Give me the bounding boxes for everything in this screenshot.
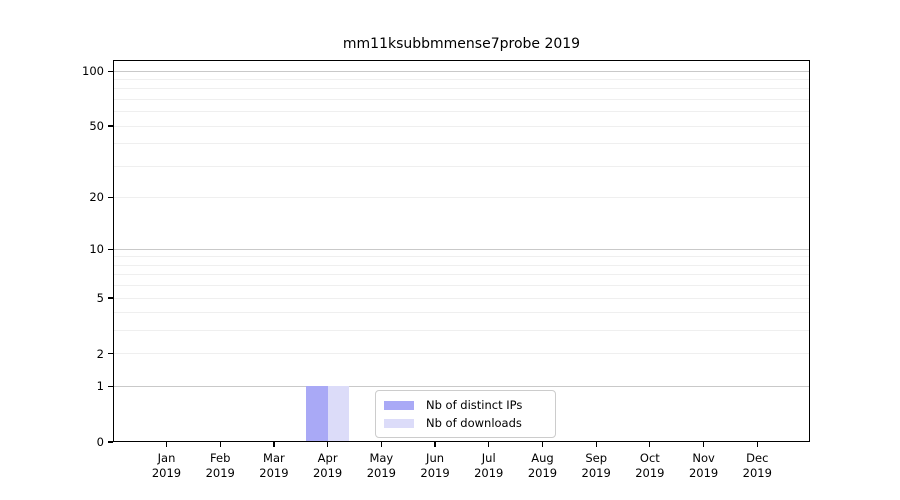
x-tick-label: Aug 2019 (510, 451, 574, 481)
y-tick-label: 0 (96, 435, 104, 449)
gridline-minor (113, 79, 810, 80)
gridline-minor (113, 274, 810, 276)
x-tick-label: Jan 2019 (135, 451, 199, 481)
gridline-minor (113, 285, 810, 287)
gridline-minor (113, 143, 810, 145)
gridline-minor (113, 330, 810, 332)
gridline-minor (113, 312, 810, 314)
x-tick-month: Dec (746, 451, 769, 465)
x-tick-mark (165, 442, 168, 447)
gridline-minor (113, 98, 810, 100)
legend-label-downloads: Nb of downloads (426, 416, 522, 430)
gridline-major (113, 70, 810, 72)
x-tick-label: Jun 2019 (403, 451, 467, 481)
x-tick-month: Nov (692, 451, 715, 465)
x-tick-label: Feb 2019 (188, 451, 252, 481)
y-tick-label: 20 (89, 190, 104, 205)
x-tick-month: Mar (263, 451, 285, 465)
legend-label-distinct-ips: Nb of distinct IPs (426, 398, 523, 412)
chart-title: mm11ksubbmmense7probe 2019 (342, 36, 581, 52)
y-tick-label: 100 (82, 64, 104, 79)
y-tick-mark (108, 70, 113, 72)
x-tick-month: Jan (157, 451, 176, 465)
x-tick-year: 2019 (527, 466, 558, 480)
x-tick-label: Nov 2019 (672, 451, 736, 481)
y-tick-mark (108, 353, 113, 355)
x-tick-mark (219, 442, 221, 447)
x-tick-label: Mar 2019 (242, 451, 306, 481)
x-tick-mark (380, 442, 382, 447)
y-tick-label: 2 (96, 346, 104, 361)
x-tick-year: 2019 (259, 466, 289, 480)
x-tick-month: Apr (317, 451, 338, 465)
x-tick-month: Sep (585, 451, 607, 465)
x-tick-month: Jun (426, 451, 445, 465)
x-tick-label: Apr 2019 (296, 451, 360, 481)
y-tick-mark (108, 441, 113, 443)
x-tick-month: Jul (481, 451, 496, 465)
legend-swatch-downloads-icon (384, 418, 414, 428)
x-tick-year: 2019 (205, 466, 235, 480)
legend-item-downloads: Nb of downloads (384, 416, 547, 430)
y-tick-mark (108, 385, 113, 387)
y-tick-label: 5 (96, 291, 104, 305)
y-tick-mark (108, 196, 113, 198)
x-tick-mark (702, 442, 705, 447)
x-tick-year: 2019 (312, 466, 343, 480)
gridline-minor (113, 256, 810, 258)
gridline-minor (113, 264, 810, 266)
x-tick-label: Sep 2019 (564, 451, 628, 481)
legend-swatch-distinct-ips-icon (384, 400, 414, 410)
gridline-minor (113, 88, 810, 90)
gridline-major (113, 248, 810, 250)
gridline-major (113, 385, 810, 387)
x-tick-mark (327, 442, 329, 447)
x-tick-label: Oct 2019 (618, 451, 682, 481)
y-tick-mark (108, 297, 113, 299)
x-tick-mark (541, 442, 544, 447)
gridline-minor (113, 111, 810, 113)
gridline-minor (113, 165, 810, 167)
x-tick-month: May (369, 451, 394, 465)
x-tick-year: 2019 (581, 466, 611, 480)
legend: Nb of distinct IPs Nb of downloads (375, 390, 556, 438)
x-tick-label: May 2019 (349, 451, 413, 481)
y-tick-mark (108, 248, 113, 250)
x-tick-year: 2019 (688, 466, 719, 480)
x-tick-year: 2019 (420, 466, 450, 480)
y-tick-mark (108, 125, 113, 127)
x-tick-label: Jul 2019 (457, 451, 521, 481)
x-tick-mark (488, 442, 490, 447)
gridline-minor (113, 297, 810, 299)
y-tick-label: 10 (89, 242, 104, 257)
plot-border (113, 60, 810, 442)
x-tick-year: 2019 (742, 466, 772, 480)
x-tick-mark (595, 442, 597, 447)
x-tick-label: Dec 2019 (725, 451, 789, 481)
x-tick-month: Oct (639, 451, 660, 465)
x-tick-month: Aug (531, 451, 554, 465)
x-tick-mark (756, 442, 758, 447)
x-tick-year: 2019 (474, 466, 504, 480)
x-tick-mark (434, 442, 436, 447)
x-tick-year: 2019 (635, 466, 665, 480)
gridline-minor (113, 196, 810, 198)
gridline-minor (113, 125, 810, 127)
bar-distinct-ips (306, 386, 328, 442)
x-tick-mark (273, 442, 275, 447)
y-tick-label: 1 (96, 379, 104, 394)
legend-item-distinct-ips: Nb of distinct IPs (384, 398, 547, 412)
x-tick-mark (649, 442, 651, 447)
x-tick-month: Feb (210, 451, 231, 465)
bar-downloads (327, 386, 350, 442)
y-tick-label: 50 (89, 119, 104, 134)
x-tick-year: 2019 (151, 466, 182, 480)
gridline-minor (113, 353, 810, 355)
x-tick-year: 2019 (366, 466, 396, 480)
